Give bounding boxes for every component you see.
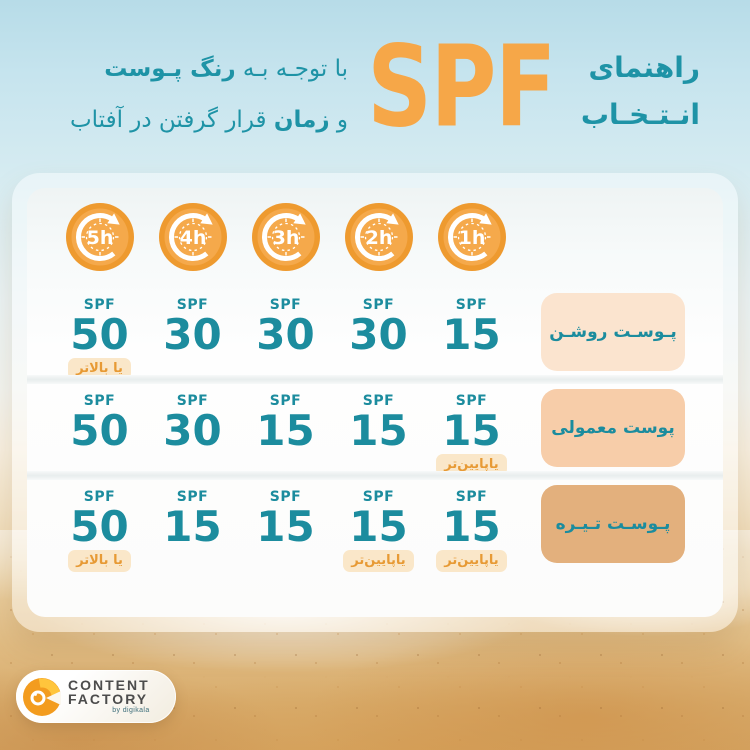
spf-cell: SPF 30 [146,288,239,357]
subtitle-bold-time: زمان [273,107,330,133]
clock-timer-icon: 1h [437,203,506,271]
spf-value: 50 [70,406,129,455]
spf-label: SPF [176,489,209,505]
spf-cell: SPF 50 یا بالاتر [53,480,146,572]
spf-qualifier-badge: یاپایین‌تر [343,550,414,572]
header-title-line1: راهنمای [588,51,700,84]
logo-byline: by digikala [112,707,150,714]
spf-label: SPF [362,393,395,409]
skin-tone-label-normal: پوست معمولی [541,388,685,467]
duration-label: 5h [86,227,113,249]
spf-title: SPF [367,21,556,152]
duration-label: 4h [179,227,206,249]
logo-line1: CONTENT [68,677,150,693]
duration-3h: 3h [239,203,332,271]
spf-value: 15 [442,310,501,359]
spf-qualifier-badge: یا بالاتر [68,550,131,572]
duration-4h: 4h [146,203,239,271]
spf-label: SPF [455,297,488,313]
spf-value: 30 [163,310,222,359]
spf-cell: SPF 15 [239,384,332,453]
subtitle-line2: و زمان قرار گرفتن در آفتاب [70,95,348,146]
logo-text: CONTENT FACTORY by digikala [68,678,150,715]
subtitle-normal-text: با توجـه بـه [235,56,348,82]
spf-cell: SPF 50 [53,384,146,453]
spf-cell: SPF 15 [239,480,332,549]
spf-label: SPF [176,393,209,409]
logo-line2: FACTORY [68,691,149,707]
skin-tone-label-dark: پـوسـت تـیـره [541,484,685,563]
spf-cell: SPF 15 یاپایین‌تر [425,480,518,572]
clock-timer-icon: 4h [158,203,227,271]
spf-table-panel: 5h 4h [12,173,738,632]
subtitle-bold-skin-color: رنگ پـوست [104,56,236,82]
spf-value: 15 [163,502,222,551]
duration-header-row: 5h 4h [27,188,723,288]
spf-cell: SPF 30 [332,288,425,357]
duration-label: 3h [272,227,299,249]
clock-timer-icon: 2h [344,203,413,271]
header-title-line2: انـتـخـاب [580,98,700,131]
content-factory-camera-icon [23,677,61,716]
clock-timer-icon: 3h [251,203,320,271]
table-row-light-skin: SPF 50 یا بالاتر SPF 30 SPF 30 SPF 30 [27,288,723,380]
spf-value: 30 [163,406,222,455]
spf-value: 15 [349,502,408,551]
spf-label: SPF [83,297,116,313]
spf-qualifier-badge: یاپایین‌تر [436,454,507,476]
spf-label: SPF [362,489,395,505]
duration-label: 2h [365,227,392,249]
spf-label: SPF [362,297,395,313]
subtitle-and: و [329,107,348,133]
spf-label: SPF [83,393,116,409]
duration-2h: 2h [332,203,425,271]
spf-value: 15 [256,502,315,551]
subtitle-rest: قرار گرفتن در آفتاب [69,107,274,133]
table-row-normal-skin: SPF 50 SPF 30 SPF 15 SPF 15 SPF 15 [27,384,723,476]
spf-cell: SPF 30 [239,288,332,357]
row-separator [27,471,723,480]
spf-cell: SPF 15 [146,480,239,549]
spf-qualifier-badge: یاپایین‌تر [436,550,507,572]
spf-label: SPF [176,297,209,313]
spf-label: SPF [269,297,302,313]
subtitle-line1: با توجـه بـه رنگ پـوست [70,44,348,95]
spf-value: 50 [70,310,129,359]
spf-value: 15 [442,406,501,455]
spf-qualifier-badge: یا بالاتر [68,358,131,380]
content-factory-logo: CONTENT FACTORY by digikala [16,670,176,723]
table-row-dark-skin: SPF 50 یا بالاتر SPF 15 SPF 15 SPF 15 یا… [27,480,723,572]
spf-label: SPF [455,393,488,409]
spf-value: 30 [256,310,315,359]
spf-cell: SPF 15 [425,288,518,357]
spf-value: 50 [70,502,129,551]
spf-table: 5h 4h [27,188,723,617]
spf-label: SPF [455,489,488,505]
spf-label: SPF [269,489,302,505]
spf-label: SPF [83,489,116,505]
spf-value: 15 [349,406,408,455]
spf-label: SPF [269,393,302,409]
skin-tone-label-light: پـوسـت روشـن [541,292,685,371]
duration-5h: 5h [53,203,146,271]
spf-cell: SPF 50 یا بالاتر [53,288,146,380]
row-separator [27,375,723,384]
spf-cell: SPF 15 [332,384,425,453]
duration-label: 1h [458,227,485,249]
spf-cell: SPF 30 [146,384,239,453]
clock-timer-icon: 5h [65,203,134,271]
header-title-fa: راهنمای انـتـخـاب [581,44,700,138]
duration-1h: 1h [425,203,518,271]
spf-value: 30 [349,310,408,359]
spf-value: 15 [256,406,315,455]
spf-cell: SPF 15 یاپایین‌تر [425,384,518,476]
spf-value: 15 [442,502,501,551]
spf-cell: SPF 15 یاپایین‌تر [332,480,425,572]
header-subtitle: با توجـه بـه رنگ پـوست و زمان قرار گرفتن… [70,44,348,146]
